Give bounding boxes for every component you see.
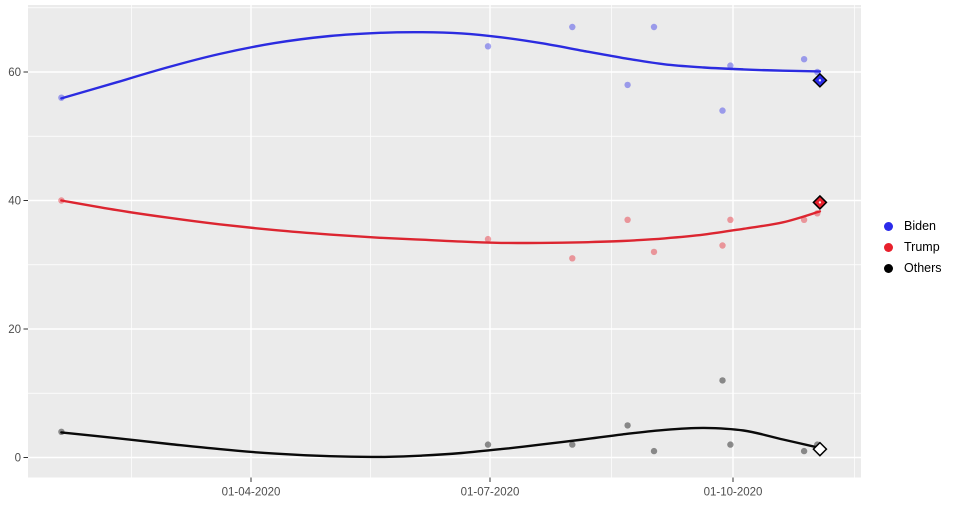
- y-tick-label: 0: [15, 453, 21, 465]
- others-point: [569, 441, 576, 448]
- biden-point: [814, 68, 821, 76]
- trump-point: [624, 216, 631, 223]
- y-tick-label: 60: [8, 67, 21, 79]
- legend-item-others: Others: [884, 258, 942, 279]
- trump-point: [814, 210, 821, 217]
- x-tick-label: 01-07-2020: [461, 487, 520, 499]
- biden-point: [800, 56, 808, 63]
- y-tick-label: 20: [8, 324, 21, 336]
- others-point: [727, 441, 734, 448]
- legend-label-trump: Trump: [904, 240, 940, 255]
- biden-legend-dot-icon: [884, 222, 893, 231]
- biden-point: [569, 23, 576, 31]
- biden-point: [719, 107, 726, 114]
- legend-label-others: Others: [904, 261, 942, 276]
- others-point: [484, 441, 492, 448]
- legend-label-biden: Biden: [904, 219, 936, 234]
- others-point: [58, 428, 65, 435]
- biden-final-diamond-center: [818, 79, 822, 82]
- trump-smooth-line: [60, 199, 822, 245]
- legend-item-trump: Trump: [884, 237, 942, 258]
- biden-point: [484, 43, 492, 50]
- others-point: [650, 447, 658, 455]
- trump-legend-dot-icon: [884, 243, 893, 252]
- others-smooth-line: [60, 426, 822, 459]
- others-final-diamond-center: [818, 447, 822, 451]
- trump-point: [484, 235, 492, 243]
- trump-point: [569, 255, 576, 262]
- biden-point: [650, 23, 658, 31]
- biden-point: [624, 81, 631, 89]
- trump-point: [58, 197, 65, 204]
- others-legend-dot-icon: [884, 264, 893, 273]
- x-tick-label: 01-04-2020: [222, 487, 281, 499]
- others-point: [624, 422, 631, 429]
- legend-item-biden: Biden: [884, 216, 942, 237]
- trump-final-diamond-center: [818, 201, 822, 204]
- y-tick-label: 40: [8, 196, 21, 208]
- others-point: [800, 447, 808, 455]
- others-point: [719, 377, 726, 384]
- x-tick-label: 01-10-2020: [704, 487, 763, 499]
- trump-point: [800, 216, 808, 223]
- biden-point: [727, 62, 734, 69]
- trump-point: [727, 216, 734, 223]
- legend: Biden Trump Others: [884, 216, 942, 279]
- trump-point: [650, 248, 658, 256]
- biden-smooth-line: [60, 30, 822, 100]
- trump-point: [719, 242, 726, 249]
- biden-point: [58, 94, 65, 101]
